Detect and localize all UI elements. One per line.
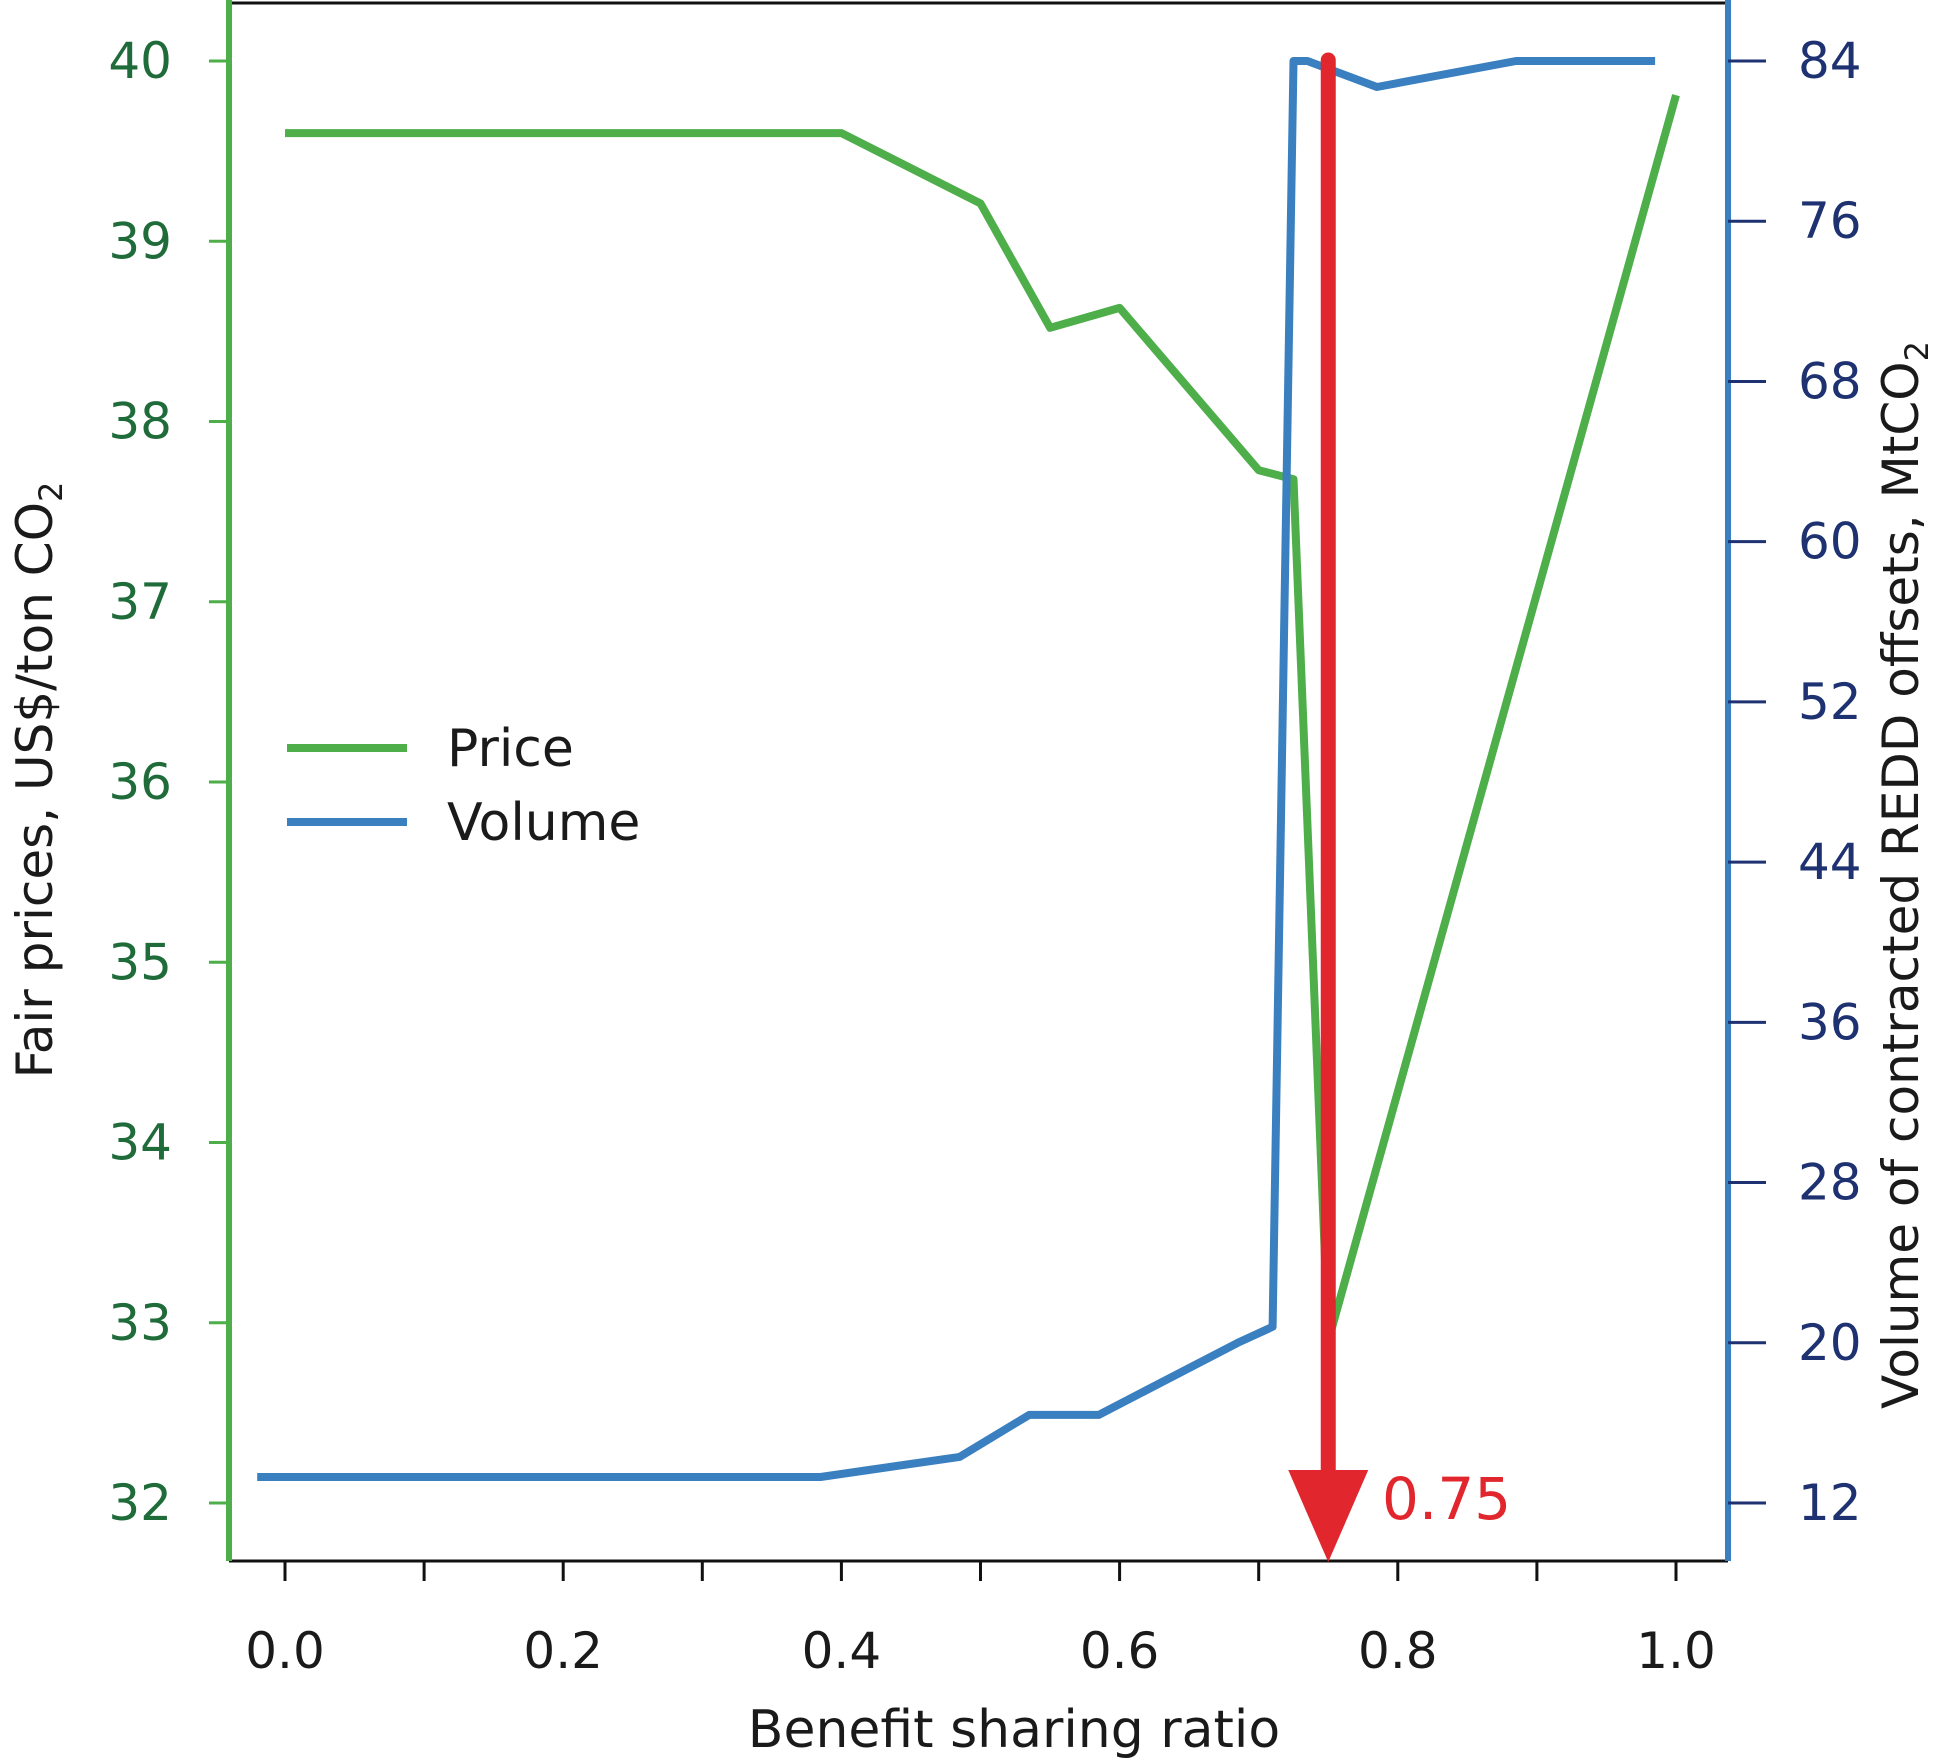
left-y-tick-label: 35 [108, 933, 172, 991]
series-layer [257, 57, 1680, 1481]
x-tick-label: 0.2 [523, 1622, 603, 1680]
right-y-axis-title-subscript: 2 [1898, 341, 1936, 361]
series-line-price [285, 94, 1680, 1345]
right-y-tick-label: 44 [1798, 833, 1862, 891]
x-tick-label: 0.4 [802, 1622, 882, 1680]
left-y-axis-title: Fair prices, US$/ton CO2 [6, 482, 70, 1079]
x-tick-label: 0.8 [1358, 1622, 1438, 1680]
left-y-tick-label: 37 [108, 573, 172, 631]
series-line-volume [257, 57, 1656, 1481]
left-y-tick-label: 39 [108, 212, 172, 270]
right-y-tick-label: 12 [1798, 1474, 1862, 1532]
right-y-tick-label: 52 [1798, 673, 1862, 731]
annotation-arrowhead [1288, 1470, 1369, 1562]
annotation-layer: 0.75 [1288, 52, 1511, 1562]
right-y-axis-title: Volume of contracted REDD offsets, MtCO2 [1872, 341, 1936, 1409]
right-y-axis-title-text: Volume of contracted REDD offsets, MtCO [1872, 361, 1930, 1409]
right-y-tick-label: 76 [1798, 192, 1862, 250]
left-y-tick-label: 33 [108, 1294, 172, 1352]
left-y-tick-label: 32 [108, 1474, 172, 1532]
right-y-tick-label: 84 [1798, 32, 1862, 90]
left-y-axis-title-text: Fair prices, US$/ton CO [6, 502, 64, 1078]
axes: 0.0 0.2 0.4 0.6 0.8 1.03233343536373839401220… [6, 0, 1936, 1759]
legend-label-volume: Volume [447, 793, 640, 853]
x-axis-title: Benefit sharing ratio [748, 1700, 1280, 1759]
x-tick-label: 0.6 [1080, 1622, 1160, 1680]
left-y-tick-label: 34 [108, 1114, 172, 1172]
right-y-tick-label: 68 [1798, 352, 1862, 410]
x-tick-label: 0.0 [245, 1622, 325, 1680]
left-y-tick-label: 38 [108, 393, 172, 451]
annotation-label: 0.75 [1382, 1465, 1511, 1533]
right-y-tick-label: 36 [1798, 993, 1862, 1051]
right-y-tick-label: 60 [1798, 513, 1862, 571]
right-y-tick-label: 28 [1798, 1154, 1862, 1212]
left-y-tick-label: 36 [108, 753, 172, 811]
legend: Price Volume [287, 719, 640, 853]
left-y-axis-title-subscript: 2 [32, 482, 70, 502]
right-y-tick-label: 20 [1798, 1314, 1862, 1372]
left-y-tick-label: 40 [108, 32, 172, 90]
x-tick-label: 1.0 [1636, 1622, 1716, 1680]
legend-label-price: Price [447, 719, 574, 779]
